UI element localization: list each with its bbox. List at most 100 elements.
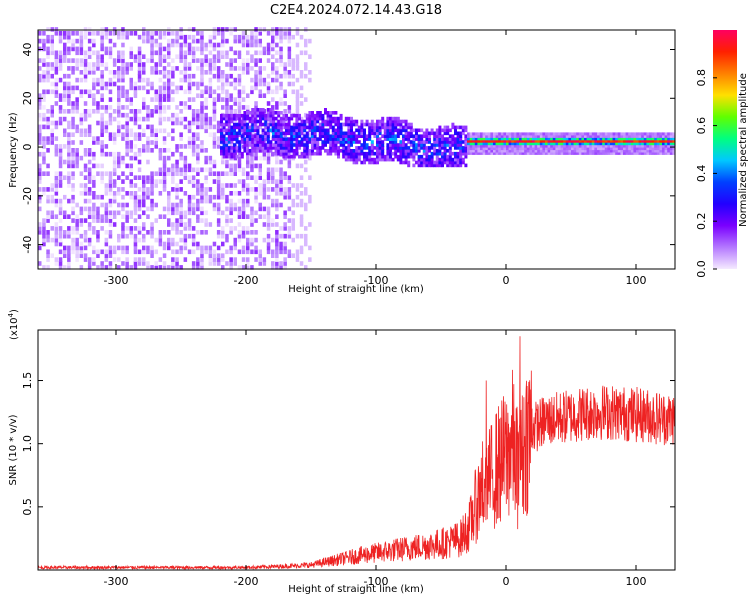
heat-cell xyxy=(253,119,257,124)
heat-cell xyxy=(283,62,287,67)
heat-cell xyxy=(248,149,252,153)
heat-cell xyxy=(58,144,63,149)
heat-cell xyxy=(96,194,100,200)
heat-cell xyxy=(225,140,229,144)
heat-cell xyxy=(552,151,556,155)
heat-cell xyxy=(187,105,192,110)
heat-cell xyxy=(112,257,117,262)
heat-cell xyxy=(230,134,234,138)
heat-cell xyxy=(150,58,154,63)
heat-cell xyxy=(222,122,226,127)
heat-cell xyxy=(604,147,608,151)
heat-cell xyxy=(50,34,54,40)
heat-cell xyxy=(304,187,308,192)
heat-cell xyxy=(258,73,262,79)
heat-cell xyxy=(63,210,67,216)
heat-cell xyxy=(248,128,252,133)
heat-cell xyxy=(171,120,175,126)
heat-cell xyxy=(646,147,650,151)
heat-cell xyxy=(104,187,109,192)
heat-cell xyxy=(175,226,179,231)
heat-cell xyxy=(250,214,254,219)
heat-cell xyxy=(162,70,167,75)
heat-cell xyxy=(275,202,279,208)
heat-cell xyxy=(271,42,275,48)
heat-cell xyxy=(196,206,200,212)
heat-cell xyxy=(250,54,254,59)
heat-cell xyxy=(266,214,271,219)
heat-cell xyxy=(318,131,322,136)
heat-cell xyxy=(262,191,267,196)
heat-cell xyxy=(204,245,208,251)
heat-cell xyxy=(638,139,642,143)
heat-cell xyxy=(304,237,308,243)
heat-cell xyxy=(154,179,158,184)
heat-cell xyxy=(221,183,225,188)
heat-cell xyxy=(191,237,196,243)
heat-cell xyxy=(425,140,429,144)
heat-cell xyxy=(552,134,556,138)
heat-cell xyxy=(266,146,270,150)
heat-cell xyxy=(415,134,418,138)
heat-cell xyxy=(493,144,496,148)
heat-cell xyxy=(425,131,429,136)
heat-cell xyxy=(591,134,595,138)
heat-cell xyxy=(262,93,267,98)
heat-cell xyxy=(271,202,275,208)
heat-cell xyxy=(279,85,283,91)
heat-cell xyxy=(283,187,287,192)
heat-cell xyxy=(71,187,75,192)
heat-cell xyxy=(563,142,567,146)
heat-cell xyxy=(96,31,100,36)
heat-cell xyxy=(389,157,392,162)
heat-cell xyxy=(212,42,217,48)
heat-cell xyxy=(191,265,196,270)
heat-cell xyxy=(50,210,54,216)
heat-cell xyxy=(360,143,364,147)
heat-cell xyxy=(154,171,158,176)
heat-cell xyxy=(146,109,150,114)
heat-cell xyxy=(271,112,275,118)
heat-cell xyxy=(221,226,225,231)
heat-cell xyxy=(100,171,104,176)
heat-cell xyxy=(283,245,287,251)
heat-cell xyxy=(238,146,242,150)
heat-cell xyxy=(235,140,239,144)
spectrogram-ytick-label: 40 xyxy=(21,43,34,57)
heat-cell xyxy=(175,85,179,91)
heat-cell xyxy=(347,137,351,141)
heat-cell xyxy=(287,105,292,110)
heat-cell xyxy=(285,128,288,133)
heat-cell xyxy=(555,142,559,146)
heat-cell xyxy=(258,183,262,188)
heat-cell xyxy=(125,124,129,130)
heat-cell xyxy=(303,151,307,156)
heat-cell xyxy=(171,265,175,270)
heat-cell xyxy=(227,151,231,156)
heat-cell xyxy=(54,237,59,243)
heat-cell xyxy=(112,73,117,79)
heat-cell xyxy=(539,142,543,146)
heat-cell xyxy=(42,31,46,36)
heat-cell xyxy=(254,194,258,200)
heat-cell xyxy=(121,112,125,118)
heat-cell xyxy=(275,222,279,227)
heat-cell xyxy=(71,70,75,75)
heat-cell xyxy=(246,116,249,121)
heat-cell xyxy=(171,179,175,184)
heat-cell xyxy=(620,149,624,153)
heat-cell xyxy=(50,198,54,204)
heat-cell xyxy=(282,122,286,127)
heat-cell xyxy=(277,146,281,150)
heat-cell xyxy=(171,171,175,176)
heat-cell xyxy=(430,163,434,168)
heat-cell xyxy=(191,226,196,231)
heat-cell xyxy=(641,147,645,151)
heat-cell xyxy=(363,146,366,150)
heat-cell xyxy=(329,119,333,124)
heat-cell xyxy=(487,147,491,151)
heat-cell xyxy=(451,137,455,141)
heat-cell xyxy=(100,120,104,126)
heat-cell xyxy=(472,149,476,153)
heat-cell xyxy=(594,149,598,153)
